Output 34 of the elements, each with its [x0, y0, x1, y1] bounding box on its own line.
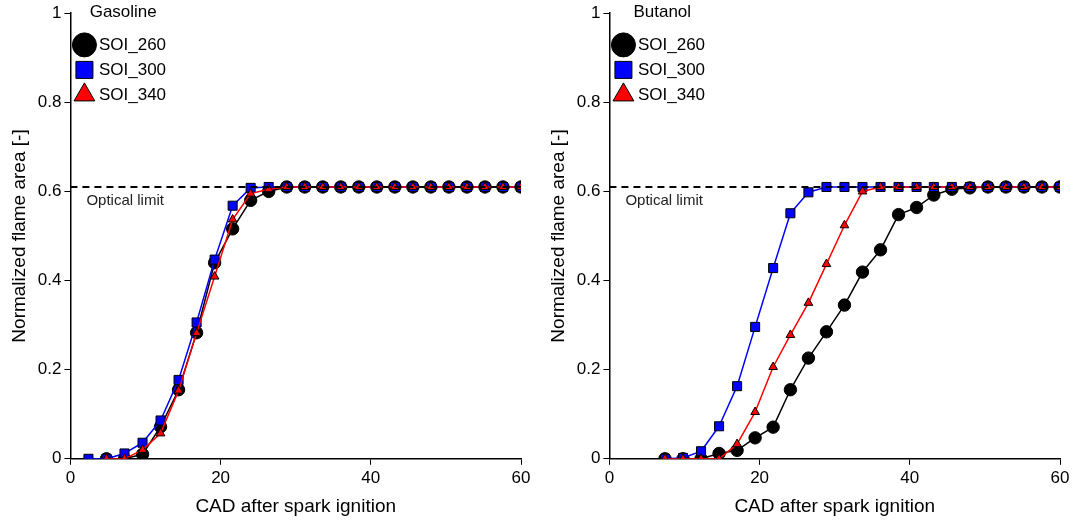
y-tick-label: 0.6: [37, 181, 62, 201]
y-tick-label: 0: [51, 448, 62, 468]
y-tick-label: 0: [590, 448, 601, 468]
y-tick-label: 0.2: [37, 359, 62, 379]
x-tick-label: 0: [65, 467, 76, 487]
x-tick-label: 20: [750, 467, 770, 487]
ref-line-label: Optical limit: [86, 190, 165, 208]
x-tick-label: 40: [900, 467, 920, 487]
legend-title: Butanol: [633, 2, 692, 22]
legend-title: Gasoline: [89, 2, 157, 22]
y-tick-label: 0.4: [576, 270, 601, 290]
y-tick-label: 0.6: [576, 181, 601, 201]
y-tick-label: 0.8: [37, 92, 62, 112]
x-tick-label: 0: [604, 467, 615, 487]
legend-label: SOI_260: [637, 34, 706, 54]
y-tick-label: 0.8: [576, 92, 601, 112]
y-tick-label: 1: [51, 2, 62, 22]
legend-label: SOI_340: [98, 84, 167, 104]
x-tick-label: 20: [211, 467, 231, 487]
y-axis-title: Normalized flame area [-]: [7, 129, 29, 343]
x-tick-label: 60: [1050, 467, 1070, 487]
y-tick-label: 0.4: [37, 270, 62, 290]
x-tick-label: 40: [361, 467, 381, 487]
x-axis-title: CAD after spark ignition: [734, 494, 936, 516]
legend-label: SOI_300: [98, 59, 167, 79]
legend-label: SOI_260: [98, 34, 167, 54]
y-tick-label: 0.2: [576, 359, 601, 379]
ref-line-label: Optical limit: [625, 190, 704, 208]
x-axis-title: CAD after spark ignition: [195, 494, 397, 516]
legend-label: SOI_340: [637, 84, 706, 104]
y-axis-title: Normalized flame area [-]: [546, 129, 568, 343]
y-tick-label: 1: [590, 2, 601, 22]
legend-label: SOI_300: [637, 59, 706, 79]
x-tick-label: 60: [511, 467, 531, 487]
